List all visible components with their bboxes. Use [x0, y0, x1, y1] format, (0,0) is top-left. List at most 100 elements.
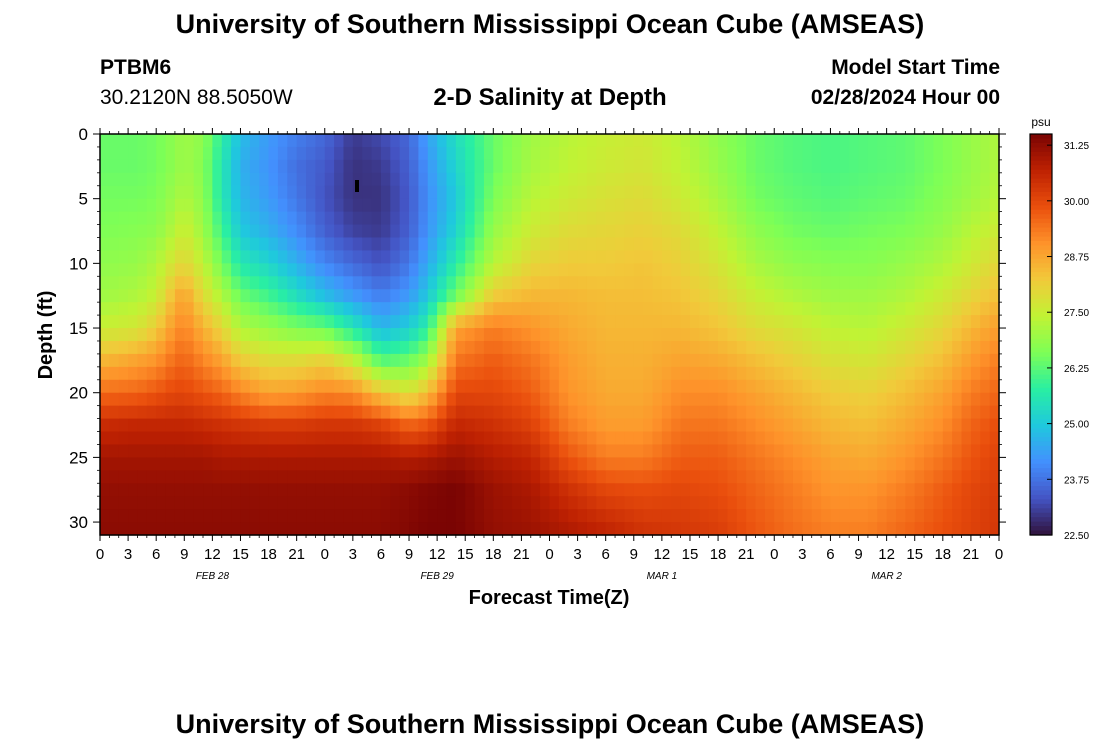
heatmap-cell	[455, 353, 466, 368]
heatmap-cell	[193, 237, 204, 252]
heatmap-cell	[867, 483, 878, 497]
heatmap-cell	[156, 263, 167, 277]
heatmap-cell	[746, 198, 757, 213]
heatmap-cell	[989, 159, 1000, 174]
heatmap-cell	[586, 263, 597, 277]
heatmap-cell	[605, 146, 616, 161]
heatmap-cell	[624, 405, 635, 420]
heatmap-cell	[446, 289, 457, 303]
heatmap-cell	[821, 211, 832, 226]
colorbar-swatch	[1030, 526, 1052, 532]
heatmap-cell	[296, 263, 307, 277]
heatmap-cell	[174, 353, 185, 368]
heatmap-cell	[530, 134, 541, 148]
heatmap-cell	[128, 134, 139, 148]
heatmap-cell	[821, 146, 832, 161]
heatmap-cell	[156, 405, 167, 420]
heatmap-cell	[306, 159, 316, 174]
heatmap-cell	[203, 366, 213, 381]
heatmap-cell	[455, 289, 466, 303]
heatmap-cell	[296, 224, 307, 239]
heatmap-cell	[259, 379, 270, 394]
heatmap-cell	[362, 198, 373, 213]
heatmap-cell	[156, 392, 167, 407]
heatmap-cell	[718, 418, 729, 433]
heatmap-cell	[615, 263, 626, 277]
heatmap-cell	[352, 405, 363, 420]
heatmap-cell	[970, 353, 981, 368]
heatmap-cell	[371, 315, 382, 329]
heatmap-cell	[830, 263, 841, 277]
heatmap-cell	[502, 185, 513, 200]
heatmap-cell	[924, 289, 935, 303]
heatmap-cell	[165, 457, 176, 471]
heatmap-cell	[343, 276, 354, 290]
heatmap-cell	[643, 457, 654, 471]
heatmap-cell	[427, 379, 438, 394]
heatmap-cell	[989, 379, 1000, 394]
heatmap-cell	[146, 444, 157, 458]
heatmap-cell	[296, 522, 307, 536]
heatmap-cell	[231, 315, 242, 329]
heatmap-cell	[821, 509, 832, 523]
heatmap-cell	[858, 159, 869, 174]
heatmap-cell	[596, 263, 607, 277]
heatmap-cell	[100, 444, 110, 458]
heatmap-cell	[540, 237, 551, 252]
heatmap-cell	[146, 250, 157, 264]
heatmap-cell	[596, 172, 607, 187]
heatmap-cell	[268, 276, 279, 290]
heatmap-cell	[409, 328, 419, 342]
heatmap-cell	[530, 159, 541, 174]
heatmap-cell	[137, 302, 148, 316]
heatmap-cell	[895, 470, 906, 484]
heatmap-cell	[689, 418, 700, 433]
heatmap-cell	[792, 263, 803, 277]
heatmap-cell	[474, 289, 485, 303]
heatmap-cell	[203, 418, 213, 433]
heatmap-cell	[146, 289, 157, 303]
heatmap-cell	[764, 146, 775, 161]
heatmap-cell	[952, 483, 963, 497]
heatmap-cell	[549, 146, 560, 161]
heatmap-cell	[568, 198, 579, 213]
heatmap-cell	[877, 496, 888, 510]
heatmap-cell	[203, 444, 213, 458]
heatmap-cell	[746, 353, 757, 368]
heatmap-cell	[699, 198, 710, 213]
heatmap-cell	[914, 366, 925, 381]
heatmap-cell	[268, 198, 279, 213]
heatmap-cell	[858, 366, 869, 381]
heatmap-cell	[437, 392, 448, 407]
heatmap-cell	[877, 315, 888, 329]
heatmap-cell	[577, 405, 588, 420]
heatmap-cell	[905, 224, 916, 239]
heatmap-cell	[624, 353, 635, 368]
heatmap-cell	[390, 509, 401, 523]
heatmap-cell	[540, 522, 551, 536]
heatmap-cell	[914, 289, 925, 303]
heatmap-cell	[277, 250, 288, 264]
heatmap-cell	[409, 405, 419, 420]
colorbar-tick-label: 30.00	[1064, 197, 1089, 208]
heatmap-cell	[296, 237, 307, 252]
heatmap-cell	[802, 315, 813, 329]
heatmap-cell	[493, 418, 504, 433]
heatmap-cell	[240, 237, 251, 252]
heatmap-cell	[521, 509, 532, 523]
heatmap-cell	[249, 302, 260, 316]
heatmap-cell	[970, 379, 981, 394]
heatmap-cell	[989, 146, 1000, 161]
heatmap-cell	[437, 315, 448, 329]
heatmap-cell	[193, 470, 204, 484]
heatmap-cell	[774, 211, 785, 226]
heatmap-cell	[830, 328, 841, 342]
heatmap-cell	[240, 224, 251, 239]
heatmap-cell	[437, 237, 448, 252]
heatmap-cell	[118, 146, 129, 161]
heatmap-cell	[596, 366, 607, 381]
heatmap-cell	[437, 289, 448, 303]
heatmap-cell	[240, 522, 251, 536]
heatmap-cell	[146, 379, 157, 394]
heatmap-cell	[306, 418, 316, 433]
